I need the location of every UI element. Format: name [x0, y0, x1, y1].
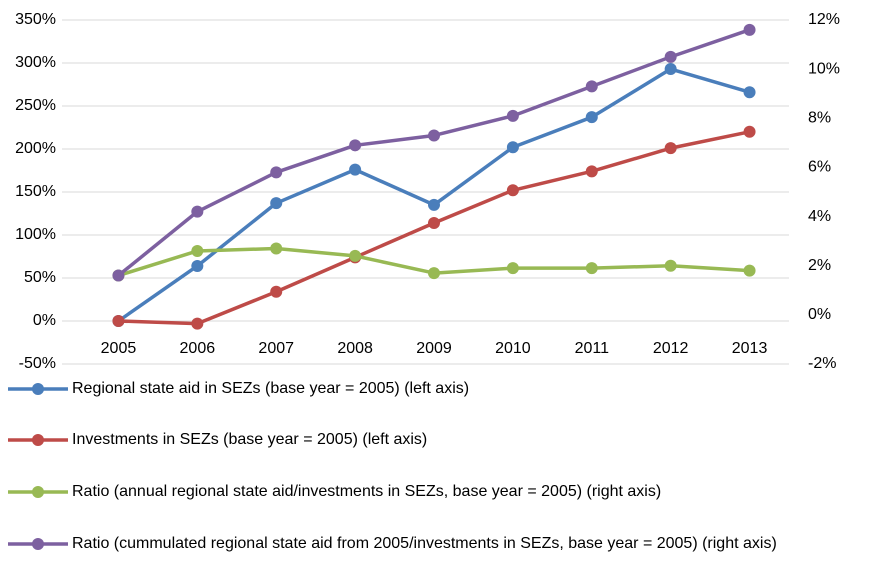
legend-swatch [8, 486, 68, 498]
y-tick-label: 0% [33, 312, 56, 329]
legend-swatch [8, 538, 68, 550]
y-tick-label: 100% [15, 226, 56, 243]
y2-tick-label: 12% [808, 11, 840, 28]
point [191, 259, 204, 272]
x-tick-label: 2013 [732, 340, 768, 357]
point [270, 242, 283, 255]
y2-tick-label: 4% [808, 208, 831, 225]
point [743, 23, 756, 36]
legend-label: Ratio (cummulated regional state aid fro… [72, 535, 777, 552]
x-tick-label: 2008 [337, 340, 373, 357]
point [506, 109, 519, 122]
legend-label: Regional state aid in SEZs (base year = … [72, 380, 470, 397]
y-tick-label: 300% [15, 54, 56, 71]
legend-marker [32, 538, 44, 550]
point [743, 264, 756, 277]
legend-marker [32, 383, 44, 395]
y-tick-label: -50% [19, 355, 56, 372]
legend-marker [32, 434, 44, 446]
y2-tick-label: -2% [808, 355, 836, 372]
point [585, 262, 598, 275]
point [743, 86, 756, 99]
y-tick-label: 150% [15, 183, 56, 200]
point [270, 197, 283, 210]
y-tick-label: 200% [15, 140, 56, 157]
legend-label: Investments in SEZs (base year = 2005) (… [72, 431, 428, 448]
point [428, 267, 440, 280]
legend-marker [32, 486, 44, 498]
point [349, 163, 362, 176]
y-tick-label: 350% [15, 11, 56, 28]
point [349, 139, 362, 152]
point [270, 166, 283, 179]
point [270, 285, 283, 298]
series-line [117, 67, 751, 323]
point [585, 80, 598, 93]
point [664, 63, 677, 76]
legend-entry: Regional state aid in SEZs (base year = … [8, 378, 883, 400]
point [664, 142, 677, 155]
point [112, 269, 125, 282]
x-tick-label: 2009 [416, 340, 452, 357]
point [506, 262, 519, 275]
point [506, 141, 519, 154]
point [191, 244, 204, 257]
y2-tick-label: 0% [808, 306, 831, 323]
x-tick-label: 2005 [101, 340, 137, 357]
point [428, 198, 440, 211]
point [506, 184, 519, 197]
legend-label: Ratio (annual regional state aid/investm… [72, 483, 662, 500]
x-tick-label: 2011 [575, 340, 610, 357]
point [191, 205, 204, 218]
point [349, 249, 362, 262]
point [191, 317, 204, 330]
x-tick-label: 2012 [653, 340, 689, 357]
y-tick-label: 250% [15, 97, 56, 114]
point [428, 216, 440, 229]
x-tick-label: 2006 [180, 340, 216, 357]
point [585, 111, 598, 124]
legend-swatch [8, 434, 68, 446]
chart: -50% 0% 50% 100% 150% 200% 250% 300% 350% -2% 0% 2%… [15, 11, 840, 372]
legend-entry: Ratio (annual regional state aid/investm… [8, 481, 883, 503]
point [585, 165, 598, 178]
legend-entry: Investments in SEZs (base year = 2005) (… [8, 429, 883, 451]
y2-tick-label: 6% [808, 159, 831, 176]
x-tick-label: 2007 [258, 340, 294, 357]
point [428, 129, 440, 142]
point [743, 125, 756, 138]
y2-tick-label: 10% [808, 60, 840, 77]
legend-swatch [8, 383, 68, 395]
y2-tick-label: 8% [808, 110, 831, 127]
x-tick-label: 2010 [495, 340, 531, 357]
point [664, 50, 677, 63]
legend-entry: Ratio (cummulated regional state aid fro… [8, 533, 883, 555]
y-tick-label: 50% [24, 269, 56, 286]
y2-tick-label: 2% [808, 257, 831, 274]
point [112, 315, 125, 327]
point [664, 259, 677, 272]
